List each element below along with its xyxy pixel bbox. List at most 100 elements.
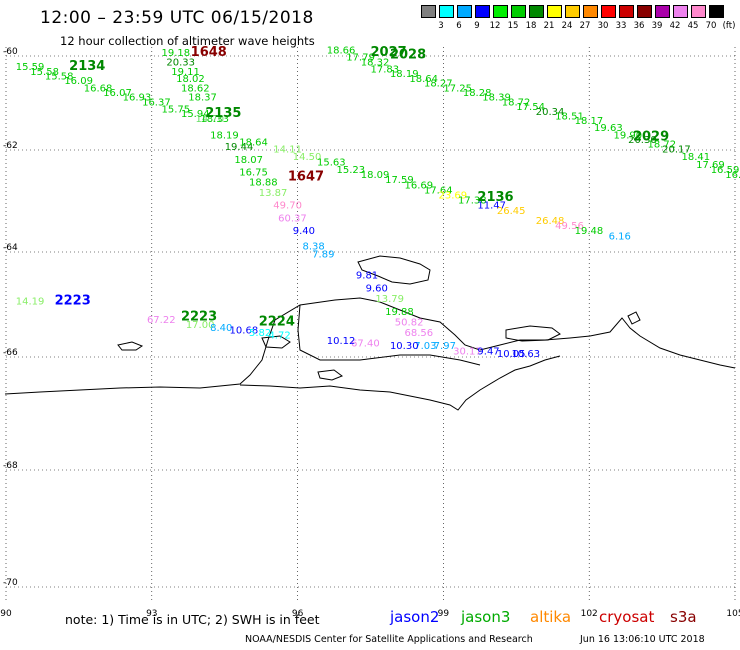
scale-label: 3 [438, 21, 444, 31]
wave-height-reading: 9.81 [356, 270, 378, 281]
wave-height-reading: 16.37 [142, 97, 171, 108]
wave-height-reading: 20.33 [166, 57, 195, 68]
lat-tick-label: -60 [3, 47, 18, 57]
coastline-main [4, 297, 736, 395]
pass-time-label: 2135 [205, 106, 241, 121]
pass-time-label: 2134 [69, 59, 105, 74]
wave-height-reading: 19.88 [385, 307, 414, 318]
wave-height-reading: 18.41 [682, 152, 711, 163]
wave-height-reading: 15.58 [30, 67, 59, 78]
wave-height-reading: 18.17 [575, 116, 604, 127]
pass-time-label: 2223 [181, 309, 217, 324]
wave-height-reading: 17.00 [186, 320, 215, 331]
scale-swatch [691, 5, 706, 18]
wave-height-reading: 19.48 [575, 226, 604, 237]
satellite-jason2: jason2 [390, 608, 440, 626]
wave-height-reading: 16.07 [103, 88, 132, 99]
wave-height-reading: 7.89 [312, 249, 334, 260]
wave-height-reading: 60.37 [278, 213, 307, 224]
wave-height-reading: 7.97 [434, 341, 456, 352]
scale-swatch [565, 5, 580, 18]
wave-height-reading: 16.69 [405, 180, 434, 191]
wave-height-reading: 6.16 [609, 231, 631, 242]
wave-height-reading: 23.69 [439, 190, 468, 201]
scale-swatch [547, 5, 562, 18]
wave-height-reading: 7.03 [414, 341, 436, 352]
scale-swatch [511, 5, 526, 18]
pass-time-label: 1647 [288, 170, 324, 185]
wave-height-reading: 15.94 [181, 109, 210, 120]
scale-label: 42 [669, 21, 681, 31]
scale-swatch [583, 5, 598, 18]
wave-height-reading: 67.40 [351, 339, 380, 350]
scale-label: 21 [543, 21, 555, 31]
wave-height-reading: 20.17 [662, 145, 691, 156]
satellite-jason3: jason3 [461, 608, 511, 626]
wave-height-reading: 4.72 [268, 331, 290, 342]
pass-time-label: 2136 [477, 190, 513, 205]
wave-height-reading: 16.75 [239, 168, 268, 179]
lat-tick-label: -64 [3, 243, 18, 253]
wave-height-reading: 18.88 [249, 178, 278, 189]
wave-height-reading: 10.63 [511, 349, 540, 360]
wave-height-reading: 17.69 [696, 160, 725, 171]
credit-text: NOAA/NESDIS Center for Satellite Applica… [245, 634, 533, 645]
satellite-s3a: s3a [670, 608, 697, 626]
scale-swatch [709, 5, 724, 18]
pass-time-label: 1648 [191, 45, 227, 60]
scale-label: 39 [651, 21, 663, 31]
wave-height-reading: 18.64 [239, 137, 268, 148]
wave-height-reading: 16.68 [84, 83, 113, 94]
wave-height-reading: 14.70 [196, 114, 225, 125]
wave-height-reading: 15.75 [162, 104, 191, 115]
wave-height-reading: 15.63 [317, 157, 346, 168]
coast-inlet [297, 304, 481, 366]
wave-height-reading: 15.58 [45, 72, 74, 83]
wave-height-reading: 18.28 [463, 88, 492, 99]
wave-height-reading: 14.19 [16, 297, 45, 308]
wave-height-reading: 19.90 [614, 130, 643, 141]
satellite-altika: altika [530, 608, 572, 626]
wave-height-reading: 18.19 [390, 69, 419, 80]
wave-height-reading: 49.70 [273, 201, 302, 212]
scale-swatch [601, 5, 616, 18]
wave-height-reading: 17.59 [385, 175, 414, 186]
scale-label: 15 [507, 21, 519, 31]
map-grid: 90 93 96 99 102 105 -60 -62 -64 -66 -68 -70 [0, 47, 740, 619]
scale-swatch [637, 5, 652, 18]
wave-height-reading: 15.23 [336, 165, 365, 176]
wave-height-reading: 11.47 [477, 201, 506, 212]
wave-height-reading: 13.79 [375, 294, 404, 305]
pass-time-label: 2223 [55, 294, 91, 309]
scale-label: 9 [474, 21, 480, 31]
scale-label: 36 [633, 21, 645, 31]
pass-time-label: 2028 [390, 47, 426, 62]
wave-height-reading: 49.56 [555, 221, 584, 232]
scale-swatch [439, 5, 454, 18]
wave-height-reading: 18.02 [176, 74, 205, 85]
lat-tick-label: -68 [3, 461, 18, 471]
lat-tick-label: -70 [3, 578, 18, 588]
wave-height-reading: 67.22 [147, 315, 176, 326]
wave-height-reading: 18.72 [648, 140, 677, 151]
wave-height-reading: 18.09 [361, 170, 390, 181]
ice-island-d [261, 335, 291, 349]
timestamp: Jun 16 13:06:10 UTC 2018 [580, 634, 705, 645]
scale-label: 30 [597, 21, 609, 31]
wave-height-reading: 10.12 [327, 336, 356, 347]
wave-height-reading: 26.45 [497, 206, 526, 217]
ice-island-a [357, 255, 431, 285]
pass-time-label: 2224 [259, 315, 295, 330]
lat-tick-label: -66 [3, 348, 18, 358]
wave-height-reading: 18.27 [424, 79, 453, 90]
footer-note: note: 1) Time is in UTC; 2) SWH is in fe… [65, 612, 320, 627]
wave-height-reading: 18.72 [502, 97, 531, 108]
wave-height-reading: 26.48 [536, 216, 565, 227]
wave-height-reading: 10.30 [390, 341, 419, 352]
lon-tick-label: 90 [0, 609, 12, 619]
wave-height-reading: 19.63 [594, 123, 623, 134]
wave-height-reading: 14.11 [273, 145, 302, 156]
lat-tick-label: -62 [3, 141, 18, 151]
wave-height-reading: 18.62 [181, 83, 210, 94]
